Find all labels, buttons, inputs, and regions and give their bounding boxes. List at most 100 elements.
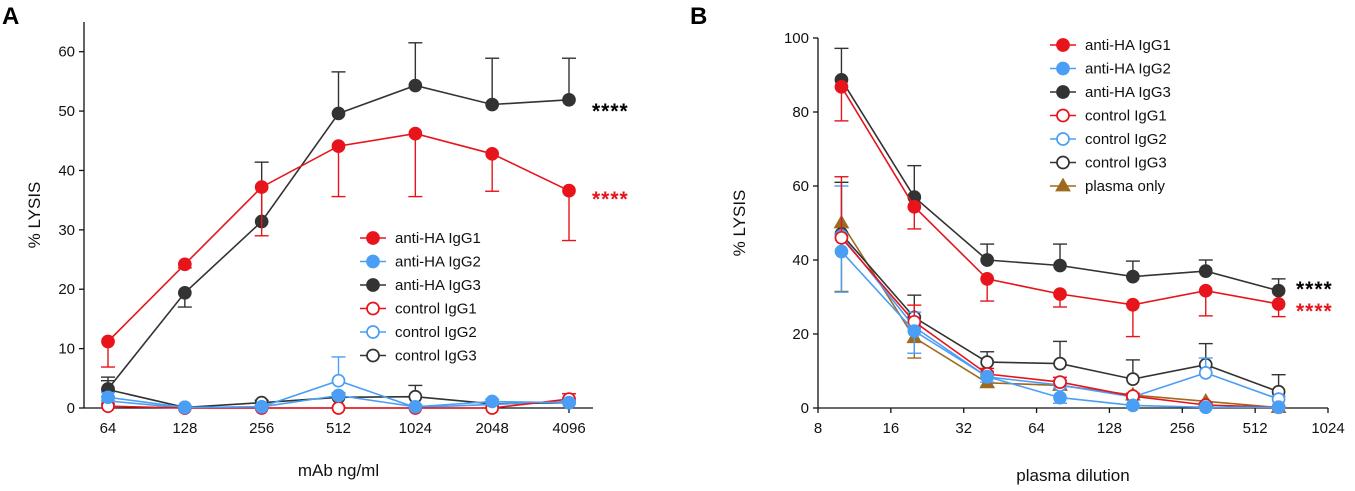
legend-item-control-igg3: control IgG3 — [360, 348, 477, 365]
data-point — [331, 139, 346, 153]
legend-item-control-igg1: control IgG1 — [1050, 108, 1167, 125]
y-tick-label: 60 — [792, 178, 809, 195]
x-tick-label: 128 — [1097, 420, 1122, 437]
legend-label: anti-HA IgG1 — [395, 230, 481, 247]
y-tick-label: 60 — [58, 44, 75, 61]
data-point — [562, 395, 576, 410]
data-point — [485, 97, 500, 112]
x-tick-label: 512 — [326, 420, 351, 437]
x-tick-label: 32 — [955, 420, 972, 437]
legend-marker — [366, 325, 380, 339]
data-point — [980, 272, 995, 286]
data-point — [331, 388, 346, 403]
data-point — [1198, 400, 1213, 415]
legend-marker — [366, 254, 380, 269]
data-point — [177, 400, 192, 415]
legend-marker — [1056, 132, 1070, 146]
panel-b-series-anti-ha-igg3 — [834, 47, 1286, 298]
panel-a-x-axis-title: mAb ng/ml — [298, 461, 379, 480]
y-tick-label: 20 — [58, 281, 75, 298]
x-tick-label: 512 — [1243, 420, 1268, 437]
legend-item-anti-ha-igg3: anti-HA IgG3 — [1050, 84, 1171, 101]
legend-label: control IgG2 — [1085, 131, 1167, 148]
legend-item-control-igg2: control IgG2 — [1050, 131, 1167, 148]
y-tick-label: 80 — [792, 104, 809, 121]
y-tick-label: 20 — [792, 326, 809, 343]
x-tick-label: 4096 — [552, 420, 585, 437]
data-point — [485, 394, 500, 409]
data-point — [980, 355, 995, 369]
data-point — [331, 106, 346, 121]
data-point — [1126, 297, 1140, 312]
legend-item-anti-ha-igg2: anti-HA IgG2 — [1050, 61, 1171, 78]
data-point — [980, 369, 995, 384]
data-point — [1198, 264, 1213, 278]
x-tick-label: 1024 — [399, 420, 432, 437]
data-point — [331, 373, 346, 388]
legend-marker — [1055, 177, 1071, 192]
y-tick-label: 0 — [67, 400, 75, 417]
legend-marker — [366, 278, 380, 292]
data-point — [907, 199, 922, 214]
data-point — [1053, 356, 1067, 371]
data-point — [1271, 283, 1286, 298]
legend-label: control IgG2 — [395, 324, 477, 341]
panel-b-x-axis-title: plasma dilution — [1016, 466, 1129, 485]
y-tick-label: 40 — [58, 162, 75, 179]
data-point — [834, 230, 849, 245]
legend-item-anti-ha-igg2: anti-HA IgG2 — [360, 254, 481, 271]
legend-label: plasma only — [1085, 178, 1166, 195]
legend-marker — [366, 348, 380, 363]
panel-b-series-anti-ha-igg1 — [834, 79, 1286, 338]
legend-marker — [1056, 61, 1070, 76]
panel-b-significance-anti-ha-igg1: **** — [1296, 300, 1333, 323]
panel-a: A 0 10 20 30 40 50 60 64 128 256 512 1024 2048 4096 mA… — [2, 3, 629, 480]
data-point — [1198, 283, 1213, 298]
panel-a-series-anti-ha-igg2 — [101, 388, 576, 415]
panel-b-significance-anti-ha-igg3: **** — [1296, 278, 1333, 301]
x-tick-label: 128 — [172, 420, 197, 437]
legend-marker — [1056, 38, 1070, 52]
x-tick-label: 64 — [100, 420, 117, 437]
legend-label: control IgG1 — [1085, 108, 1167, 125]
legend-item-anti-ha-igg1: anti-HA IgG1 — [360, 230, 481, 247]
legend-label: anti-HA IgG3 — [395, 277, 481, 294]
x-tick-label: 8 — [814, 420, 822, 437]
legend-label: control IgG3 — [1085, 155, 1167, 172]
panel-a-series-anti-ha-igg3-line — [107, 84, 570, 390]
data-point — [1126, 398, 1140, 413]
data-point — [834, 79, 849, 94]
panel-b-letter: B — [690, 3, 707, 30]
data-point — [408, 399, 423, 414]
panel-b-y-axis-title: % LYSIS — [730, 190, 749, 257]
legend-label: anti-HA IgG2 — [1085, 61, 1171, 78]
legend-label: anti-HA IgG3 — [1085, 84, 1171, 101]
x-tick-label: 2048 — [475, 420, 508, 437]
legend-label: anti-HA IgG2 — [395, 254, 481, 271]
x-tick-label: 16 — [883, 420, 900, 437]
data-point — [907, 324, 922, 338]
y-tick-label: 100 — [784, 30, 809, 47]
data-point — [980, 253, 995, 267]
data-point — [1271, 297, 1286, 311]
panel-a-series-anti-ha-igg1 — [101, 126, 576, 368]
panel-a-y-axis-title: % LYSIS — [25, 182, 44, 249]
legend-marker — [1056, 108, 1070, 123]
data-point — [1053, 390, 1067, 405]
data-point — [101, 390, 115, 405]
data-point — [331, 401, 346, 415]
data-point — [1053, 287, 1067, 301]
y-tick-label: 50 — [58, 103, 75, 120]
panel-a-significance-anti-ha-igg3: **** — [592, 100, 629, 123]
x-tick-label: 256 — [1170, 420, 1195, 437]
data-point — [1053, 258, 1067, 273]
y-tick-label: 0 — [801, 400, 809, 417]
y-tick-label: 10 — [58, 341, 75, 358]
data-point — [485, 146, 500, 161]
data-point — [101, 334, 115, 349]
data-point — [177, 257, 192, 272]
data-point — [1126, 372, 1140, 386]
data-point — [177, 285, 192, 300]
legend-marker — [366, 301, 380, 316]
